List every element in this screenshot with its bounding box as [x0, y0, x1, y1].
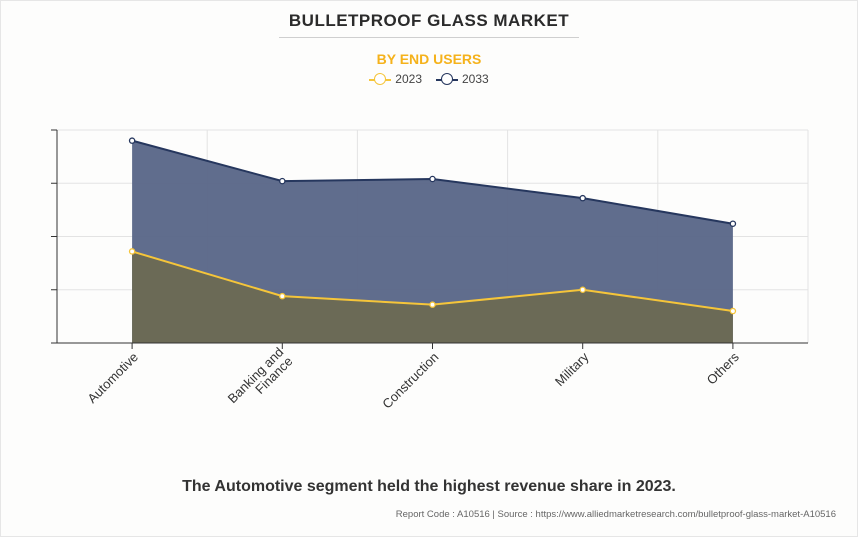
data-point-2033	[128, 137, 136, 144]
chart-title: BULLETPROOF GLASS MARKET	[288, 11, 570, 30]
legend-item-2033[interactable]: 2033	[436, 72, 489, 86]
data-point-2023	[279, 292, 286, 300]
legend-marker-2033	[436, 72, 458, 86]
legend-label-2023: 2023	[395, 72, 422, 86]
data-point-2023	[729, 307, 737, 315]
data-point-2033	[729, 220, 737, 227]
x-tick-label: Military	[552, 349, 592, 389]
data-point-2033	[579, 194, 586, 202]
source-citation: Report Code : A10516 | Source : https://…	[395, 509, 836, 520]
chart-footnote: The Automotive segment held the highest …	[182, 478, 676, 495]
legend-marker-2023	[369, 72, 392, 86]
legend: 2023 2033	[0, 72, 858, 86]
chart-subtitle: BY END USERS	[376, 51, 482, 67]
x-tick-label: Banking andFinance	[225, 344, 296, 415]
legend-label-2033: 2033	[462, 72, 489, 86]
area-2023	[132, 251, 733, 343]
legend-item-2023[interactable]: 2023	[369, 72, 422, 86]
x-tick-label: Automotive	[84, 349, 141, 406]
data-point-2023	[128, 248, 136, 255]
data-point-2033	[279, 177, 286, 185]
data-point-2023	[429, 301, 436, 308]
x-tick-label: Construction	[379, 349, 441, 411]
data-point-2033	[429, 175, 436, 183]
data-point-2023	[579, 286, 586, 293]
title-divider	[279, 37, 579, 38]
x-tick-label: Others	[704, 349, 743, 388]
